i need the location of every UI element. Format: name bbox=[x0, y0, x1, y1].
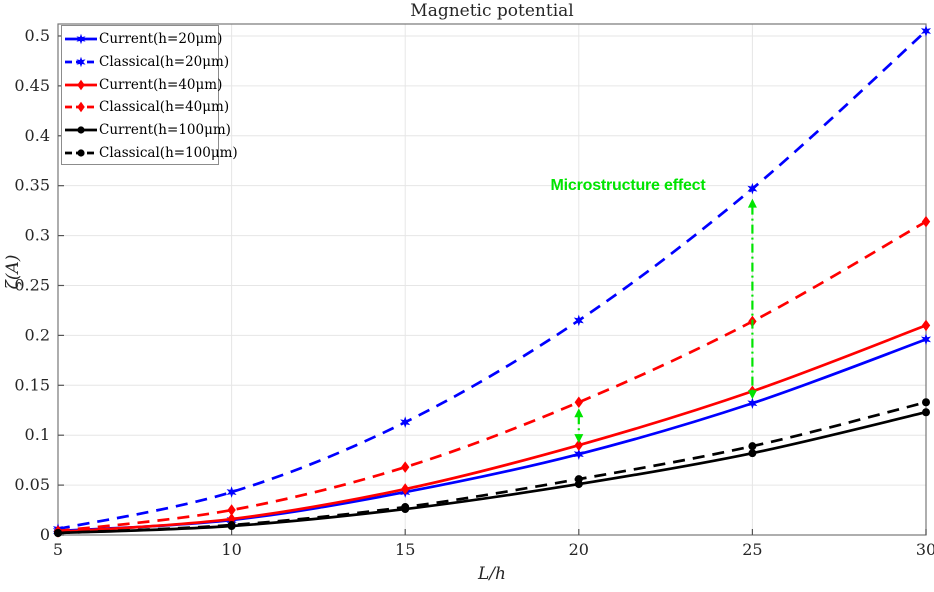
data-point-marker bbox=[401, 483, 410, 495]
data-point-marker bbox=[920, 25, 932, 37]
legend-marker-icon bbox=[76, 34, 86, 45]
microstructure-effect-annotation: Microstructure effect bbox=[550, 177, 706, 194]
y-tick-label: 0.25 bbox=[14, 275, 50, 294]
series-line bbox=[57, 400, 927, 535]
legend-line-sample bbox=[65, 144, 97, 162]
series-5 bbox=[54, 398, 930, 538]
data-point-marker bbox=[748, 442, 757, 451]
data-point-marker bbox=[574, 439, 583, 451]
series-line bbox=[57, 410, 927, 535]
series-line bbox=[57, 220, 927, 533]
x-axis-label: L/h bbox=[478, 564, 506, 584]
legend-entry-current-h20: Current(h=20μm) bbox=[65, 28, 222, 50]
legend-swatch-svg bbox=[65, 56, 97, 68]
data-point-marker bbox=[226, 486, 237, 498]
data-point-marker bbox=[573, 314, 584, 327]
x-tick-label: 25 bbox=[742, 540, 762, 559]
arrow-head-up-icon bbox=[574, 408, 584, 418]
legend-swatch-svg bbox=[65, 79, 97, 90]
data-point-marker bbox=[227, 504, 236, 516]
legend-label: Classical(h=40μm) bbox=[99, 99, 230, 116]
data-point-marker bbox=[922, 398, 930, 407]
y-tick-label: 0.05 bbox=[14, 475, 50, 494]
legend-label: Current(h=100μm) bbox=[99, 121, 231, 138]
y-tick-label: 0.3 bbox=[25, 226, 50, 245]
legend-entry-classical-h100: Classical(h=100μm) bbox=[65, 142, 238, 164]
legend-line-sample bbox=[65, 98, 97, 116]
legend-line-sample bbox=[65, 76, 97, 94]
data-point-marker bbox=[747, 182, 758, 195]
arrow-head-down-icon bbox=[747, 390, 757, 400]
legend-entry-current-h40: Current(h=40μm) bbox=[65, 74, 222, 96]
y-tick-label: 0.45 bbox=[14, 76, 50, 95]
data-point-marker bbox=[400, 416, 411, 429]
legend-swatch-svg bbox=[65, 149, 97, 157]
data-point-marker bbox=[401, 503, 410, 512]
y-axis-label: ζ(A) bbox=[3, 254, 23, 290]
data-point-marker bbox=[574, 396, 583, 409]
legend-swatch-svg bbox=[65, 126, 97, 134]
legend-marker-icon bbox=[76, 56, 86, 68]
arrow-head-up-icon bbox=[747, 198, 757, 208]
data-point-marker bbox=[227, 513, 236, 525]
legend-label: Classical(h=100μm) bbox=[99, 144, 238, 161]
legend-line-sample bbox=[65, 121, 97, 139]
plot-box bbox=[57, 23, 927, 536]
legend-line-sample bbox=[65, 53, 97, 71]
y-tick-label: 0.5 bbox=[25, 26, 50, 45]
data-point-marker bbox=[921, 319, 931, 332]
effect-arrow bbox=[574, 408, 584, 444]
legend-box: Current(h=20μm) Classical(h=20μm) Curren… bbox=[61, 25, 238, 165]
data-point-marker bbox=[574, 475, 583, 484]
data-point-marker bbox=[227, 521, 236, 530]
data-point-marker bbox=[922, 408, 930, 417]
legend-label: Current(h=40μm) bbox=[99, 76, 223, 93]
legend-label: Current(h=20μm) bbox=[99, 31, 223, 48]
legend-line-sample bbox=[65, 30, 97, 48]
data-point-marker bbox=[573, 448, 584, 460]
arrow-head-down-icon bbox=[574, 434, 584, 444]
legend-swatch-svg bbox=[65, 34, 97, 45]
series-line bbox=[57, 324, 927, 534]
legend-swatch-svg bbox=[65, 102, 97, 113]
y-tick-label: 0.4 bbox=[25, 126, 50, 145]
legend-entry-classical-h20: Classical(h=20μm) bbox=[65, 51, 229, 73]
x-tick-label: 20 bbox=[569, 540, 589, 559]
y-tick-label: 0.35 bbox=[14, 176, 50, 195]
data-point-marker bbox=[401, 461, 410, 473]
legend-label: Classical(h=20μm) bbox=[99, 53, 230, 70]
legend-marker-icon bbox=[77, 149, 85, 157]
y-tick-label: 0.15 bbox=[14, 375, 50, 394]
series-line bbox=[57, 29, 927, 531]
chart-title: Magnetic potential bbox=[410, 1, 574, 21]
legend-entry-classical-h40: Classical(h=40μm) bbox=[65, 96, 229, 118]
legend-marker-icon bbox=[77, 102, 85, 113]
legend-marker-icon bbox=[77, 79, 85, 90]
data-point-marker bbox=[921, 215, 931, 228]
x-tick-label: 15 bbox=[395, 540, 415, 559]
data-point-marker bbox=[748, 449, 757, 458]
y-tick-label: 0 bbox=[40, 525, 50, 544]
x-tick-label: 30 bbox=[916, 540, 934, 559]
y-tick-label: 0.1 bbox=[25, 425, 50, 444]
legend-entry-current-h100: Current(h=100μm) bbox=[65, 119, 231, 141]
effect-arrow bbox=[747, 198, 757, 400]
data-point-marker bbox=[747, 397, 758, 410]
data-point-marker bbox=[920, 333, 932, 346]
x-tick-label: 5 bbox=[53, 540, 63, 559]
legend-marker-icon bbox=[77, 126, 85, 134]
data-point-marker bbox=[54, 529, 62, 538]
x-tick-label: 10 bbox=[221, 540, 241, 559]
y-tick-label: 0.2 bbox=[25, 325, 50, 344]
